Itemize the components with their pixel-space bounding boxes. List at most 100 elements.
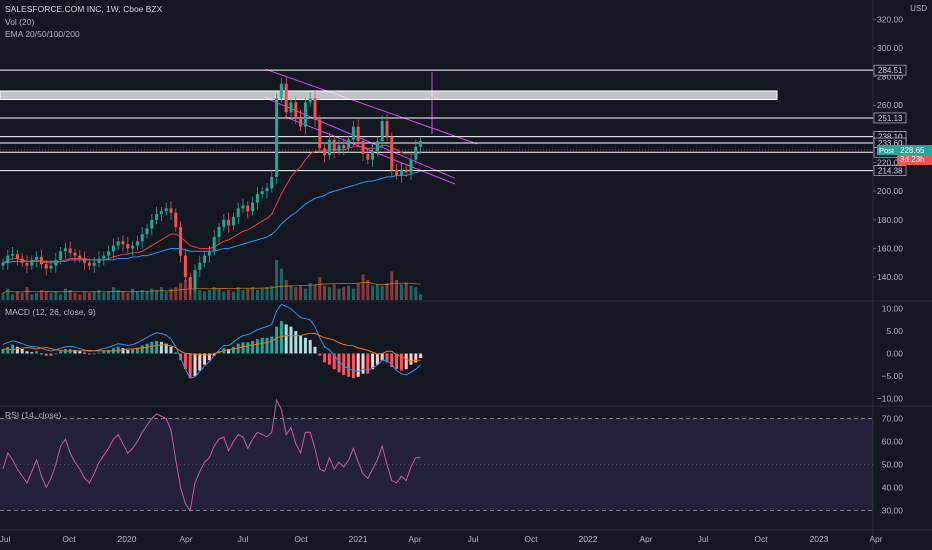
candle-body xyxy=(236,208,240,217)
macd-histogram-bar xyxy=(294,331,298,354)
time-tick-label: Oct xyxy=(754,534,768,544)
macd-histogram-bar xyxy=(131,349,135,354)
macd-histogram-bar xyxy=(347,353,351,377)
candle-body xyxy=(92,262,96,266)
macd-histogram-bar xyxy=(265,337,269,354)
macd-histogram-bar xyxy=(303,337,307,354)
candle-body xyxy=(260,191,264,195)
rsi-tick-label: 40.00 xyxy=(882,483,904,493)
volume-bar xyxy=(361,274,365,300)
candle-body xyxy=(198,262,202,270)
macd-histogram-bar xyxy=(260,337,264,354)
candle-body xyxy=(174,212,178,227)
macd-histogram-bar xyxy=(39,353,43,355)
rsi-tick-label: 30.00 xyxy=(882,506,904,516)
time-tick-label: 2022 xyxy=(579,534,598,544)
volume-bar xyxy=(308,282,312,300)
candle-body xyxy=(246,205,250,212)
candle-body xyxy=(164,208,168,212)
currency-label: USD xyxy=(910,4,927,13)
macd-histogram-bar xyxy=(337,353,341,373)
volume-bar xyxy=(107,291,111,300)
macd-histogram-bar xyxy=(390,353,394,367)
volume-bar xyxy=(342,287,346,300)
volume-bar xyxy=(35,292,39,300)
candle-body xyxy=(308,98,312,103)
time-tick-label: Jul xyxy=(238,534,249,544)
macd-histogram-bar xyxy=(289,326,293,354)
candle-body xyxy=(265,188,269,192)
candle-body xyxy=(241,205,245,209)
macd-histogram-bar xyxy=(159,341,163,354)
volume-legend[interactable]: Vol (20) xyxy=(5,17,35,27)
price-tick-label: 200.00 xyxy=(877,186,903,196)
ema20-line xyxy=(2,144,421,264)
candle-body xyxy=(68,248,72,253)
macd-histogram-bar xyxy=(207,353,211,361)
candle-body xyxy=(155,214,159,220)
ema50-line xyxy=(3,170,421,264)
candle-body xyxy=(207,251,211,256)
ema-legend[interactable]: EMA 20/50/100/200 xyxy=(5,29,80,39)
volume-bar xyxy=(284,280,288,300)
macd-histogram-bar xyxy=(356,353,360,377)
macd-histogram-bar xyxy=(78,351,82,354)
rsi-legend[interactable]: RSI (14, close) xyxy=(5,410,62,420)
macd-histogram-bar xyxy=(121,348,125,354)
macd-tick-label: −5.00 xyxy=(881,371,903,381)
candle-body xyxy=(390,136,394,170)
volume-bar xyxy=(385,282,389,300)
level-price-label: 214.38 xyxy=(878,167,903,176)
volume-bar xyxy=(231,291,235,300)
macd-histogram-bar xyxy=(399,353,403,371)
volume-bar xyxy=(203,291,207,300)
macd-histogram-bar xyxy=(313,346,317,354)
level-price-tag xyxy=(873,112,907,124)
macd-legend[interactable]: MACD (12, 26, close, 9) xyxy=(5,307,96,317)
price-tick-label: 260.00 xyxy=(877,100,903,110)
volume-bar xyxy=(371,285,375,300)
channel-mid-line xyxy=(265,97,456,179)
volume-bar xyxy=(419,294,423,300)
macd-histogram-bar xyxy=(150,341,154,354)
macd-histogram-bar xyxy=(409,353,413,365)
post-price-tag xyxy=(897,145,932,156)
candle-body xyxy=(44,264,48,269)
macd-histogram-bar xyxy=(126,349,130,354)
candle-body xyxy=(371,151,375,160)
time-tick-label: Jul xyxy=(698,534,709,544)
level-price-label: 233.60 xyxy=(878,139,903,148)
volume-bar xyxy=(366,280,370,300)
macd-histogram-bar xyxy=(6,346,10,354)
macd-histogram-bar xyxy=(404,353,408,370)
macd-line xyxy=(2,303,421,379)
volume-bar xyxy=(68,290,72,300)
candle-body xyxy=(73,252,77,256)
post-tag-bg xyxy=(877,145,897,156)
price-tick-label: 280.00 xyxy=(877,72,903,82)
volume-bar xyxy=(155,290,159,300)
candle-body xyxy=(313,98,317,120)
candle-body xyxy=(39,257,43,265)
volume-bar xyxy=(327,287,331,300)
volume-bar xyxy=(255,290,259,300)
time-tick-label: Apr xyxy=(179,534,192,544)
macd-histogram-bar xyxy=(231,346,235,354)
volume-bar xyxy=(222,291,226,300)
candle-body xyxy=(145,228,149,235)
macd-histogram-bar xyxy=(164,343,168,354)
volume-bar xyxy=(251,287,255,300)
level-price-label: 284.51 xyxy=(878,66,903,75)
volume-bar xyxy=(150,288,154,300)
macd-histogram-bar xyxy=(327,353,331,365)
candle-body xyxy=(318,119,322,149)
macd-histogram-bar xyxy=(97,352,101,354)
volume-bar xyxy=(395,280,399,300)
volume-bar xyxy=(241,290,245,300)
volume-bar xyxy=(414,287,418,300)
macd-histogram-bar xyxy=(241,342,245,354)
candle-body xyxy=(294,102,298,117)
candle-body xyxy=(203,255,207,263)
volume-bar xyxy=(323,285,327,300)
